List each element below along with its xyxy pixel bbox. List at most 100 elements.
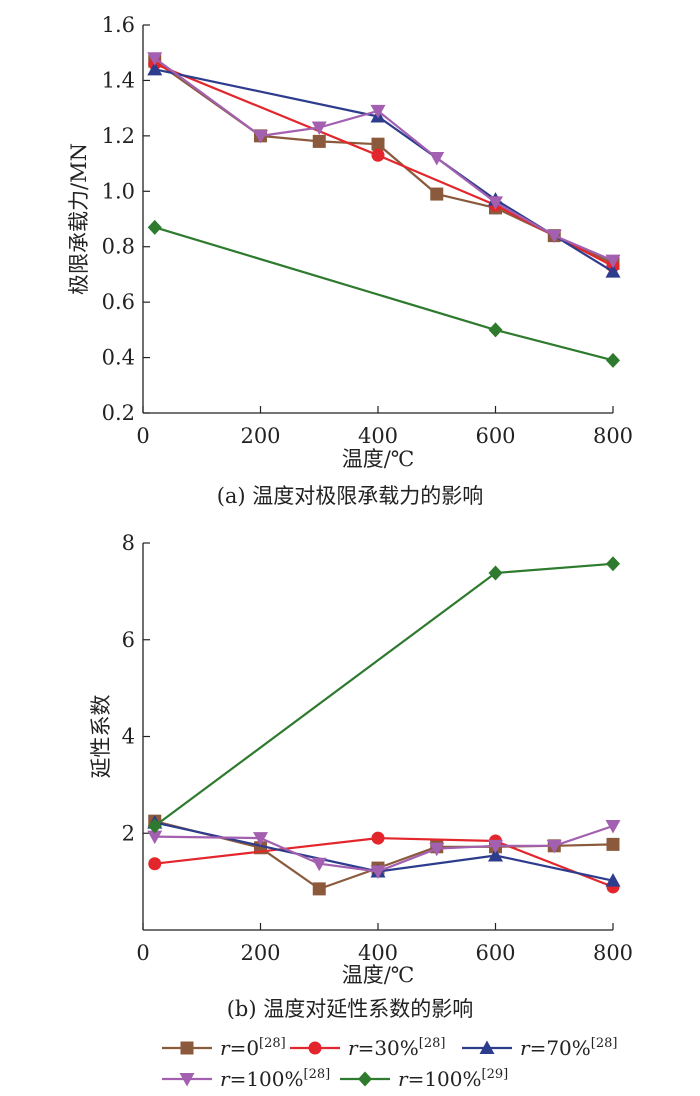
data-point — [312, 134, 326, 148]
data-point — [488, 848, 503, 862]
x-axis-label: 温度/℃ — [342, 447, 415, 471]
series-line — [154, 836, 614, 888]
y-tick-label: 1.2 — [102, 124, 135, 148]
data-point — [147, 52, 163, 66]
legend-label: r=70%[28] — [520, 1036, 617, 1060]
panel-caption: (a) 温度对极限承载力的影响 — [217, 484, 484, 508]
legend-reference: [28] — [259, 1036, 286, 1051]
legend-value: =30% — [358, 1036, 419, 1060]
data-point — [311, 121, 327, 136]
x-tick-label: 600 — [475, 941, 515, 965]
data-point — [605, 254, 621, 269]
x-axis-label: 温度/℃ — [342, 963, 415, 987]
series-s3 — [147, 819, 621, 879]
x-tick-label: 0 — [136, 941, 149, 965]
legend-value: =0 — [230, 1036, 259, 1060]
data-point — [546, 839, 562, 854]
legend-variable: r — [348, 1036, 359, 1060]
legend-marker — [308, 1041, 322, 1055]
data-point — [605, 819, 621, 834]
data-point — [311, 857, 327, 872]
series-s3 — [147, 52, 621, 269]
legend: r=0[28] r=30%[28] r=70%[28]r=100%[28] r=100… — [162, 1036, 617, 1091]
legend-marker — [179, 1073, 195, 1087]
legend-variable: r — [398, 1067, 409, 1091]
data-point — [488, 322, 503, 338]
data-point — [370, 104, 386, 119]
data-point — [488, 565, 503, 581]
data-point — [253, 832, 268, 846]
legend-reference: [28] — [304, 1067, 331, 1082]
series-line — [154, 57, 614, 262]
y-tick-label: 8 — [122, 531, 135, 555]
legend-value: =70% — [530, 1036, 591, 1060]
x-tick-label: 800 — [593, 941, 633, 965]
legend-marker — [358, 1071, 372, 1087]
x-tick-label: 400 — [358, 424, 398, 448]
series-line — [154, 68, 614, 273]
data-point — [371, 137, 385, 151]
data-point — [606, 352, 620, 368]
panel-b: 0 200 400 600 800 2 4 6 8 温度/℃ 延性系数 (b) 温度对延性系数的影响 — [89, 531, 633, 1021]
data-point — [371, 831, 385, 845]
legend-variable: r — [520, 1036, 531, 1060]
data-point — [312, 882, 326, 896]
series-s0 — [148, 814, 620, 896]
legend-entry: r=100%[29] — [340, 1067, 508, 1091]
x-tick-label: 0 — [136, 424, 149, 448]
x-tick-label: 400 — [358, 941, 398, 965]
series-line — [154, 62, 614, 268]
data-point — [253, 129, 268, 144]
legend-value: =100% — [230, 1067, 304, 1091]
data-point — [147, 818, 162, 834]
legend-value: =100% — [408, 1067, 482, 1091]
panel-caption: (b) 温度对延性系数的影响 — [227, 997, 474, 1021]
legend-entry: r=100%[28] — [162, 1067, 330, 1091]
legend-marker — [479, 1040, 495, 1054]
x-tick-label: 200 — [240, 424, 280, 448]
data-point — [147, 830, 163, 845]
y-tick-label: 0.6 — [102, 290, 135, 314]
data-point — [606, 556, 620, 572]
series-s0 — [148, 54, 620, 270]
y-axis-label: 延性系数 — [89, 695, 113, 779]
legend-variable: r — [220, 1067, 231, 1091]
series-line — [154, 824, 614, 873]
data-point — [147, 219, 162, 235]
legend-entry: r=30%[28] — [290, 1036, 445, 1060]
data-point — [371, 148, 385, 162]
y-tick-label: 1.0 — [102, 179, 135, 203]
series-line — [154, 226, 614, 362]
x-tick-label: 200 — [240, 941, 280, 965]
data-point — [429, 152, 445, 166]
data-point — [430, 187, 444, 201]
legend-entry: r=0[28] — [162, 1036, 286, 1060]
y-tick-label: 4 — [122, 725, 135, 749]
legend-reference: [28] — [591, 1036, 618, 1051]
legend-variable: r — [220, 1036, 231, 1060]
y-tick-label: 0.2 — [102, 401, 135, 425]
data-point — [546, 229, 562, 244]
series-s1 — [148, 831, 620, 894]
series-s4 — [147, 219, 620, 368]
y-axis-label: 极限承载力/MN — [67, 143, 91, 295]
data-point — [370, 865, 386, 879]
legend-label: r=100%[28] — [220, 1067, 330, 1091]
legend-label: r=0[28] — [220, 1036, 286, 1060]
y-tick-label: 0.4 — [102, 346, 135, 370]
x-tick-label: 800 — [593, 424, 633, 448]
legend-marker — [180, 1041, 194, 1055]
x-tick-label: 600 — [475, 424, 515, 448]
y-tick-label: 6 — [122, 628, 135, 652]
y-tick-label: 1.6 — [102, 13, 135, 37]
data-point — [605, 873, 621, 887]
data-point — [429, 842, 445, 857]
panel-a: 0 200 400 600 800 0.2 0.4 0.6 0.8 1.0 1.2 1.4 1.6 温度/… — [67, 13, 633, 508]
series-s4 — [147, 556, 620, 834]
legend-label: r=100%[29] — [398, 1067, 508, 1091]
data-point — [488, 839, 503, 854]
y-tick-label: 1.4 — [102, 68, 135, 92]
y-tick-label: 0.8 — [102, 235, 135, 259]
series-line — [154, 821, 614, 882]
